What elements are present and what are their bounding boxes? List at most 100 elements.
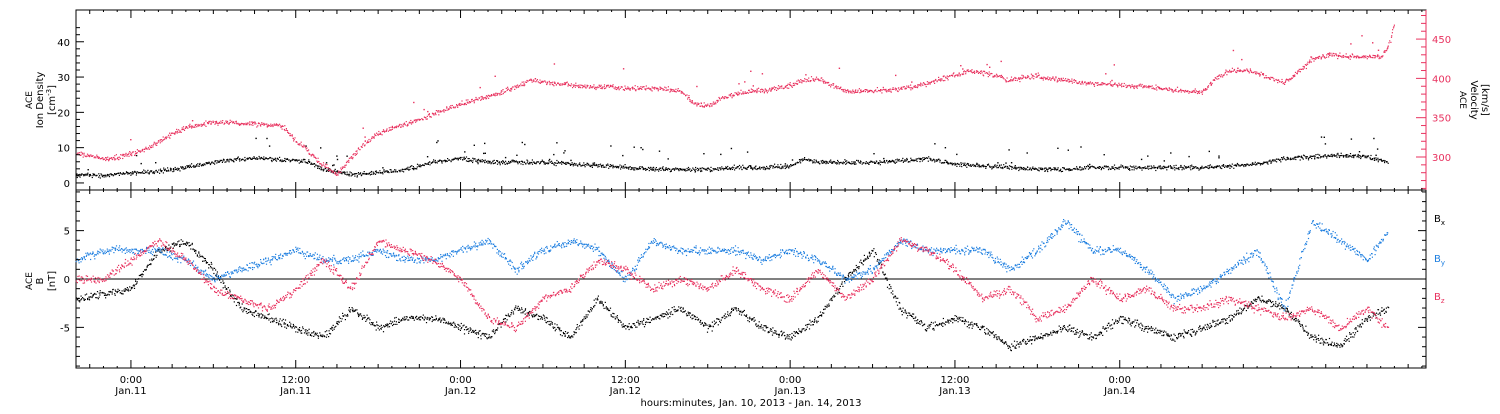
ion-density-series-point	[622, 167, 623, 168]
ion-density-series-point	[856, 160, 857, 161]
ion-density-series-point	[441, 161, 442, 162]
ion-density-series-point	[1084, 166, 1085, 167]
velocity-series-point	[1256, 73, 1257, 74]
velocity-series-point	[921, 84, 922, 85]
ion-density-series-point	[1283, 156, 1284, 157]
velocity-series-point	[355, 153, 356, 154]
ion-density-series-point	[1324, 137, 1325, 138]
ion-density-series-point	[1086, 166, 1087, 167]
ion-density-series-point	[1140, 167, 1141, 168]
ion-density-series-point	[1038, 167, 1039, 168]
ion-density-series-point	[99, 175, 100, 176]
ion-density-series-point	[383, 169, 384, 170]
ion-density-series-point	[1338, 154, 1339, 155]
velocity-series-point	[78, 152, 79, 153]
ion-density-series-point	[1218, 155, 1219, 156]
velocity-series-point	[102, 157, 103, 158]
velocity-series-point	[315, 158, 316, 159]
ion-density-series-point	[371, 171, 372, 172]
ion-density-series-point	[183, 167, 184, 168]
bx-series-point	[270, 318, 271, 319]
ion-density-series-point	[281, 161, 282, 162]
ion-density-series-point	[1203, 167, 1204, 168]
bx-series-point	[423, 315, 424, 316]
velocity-series-point	[598, 87, 599, 88]
velocity-series-point	[930, 84, 931, 85]
velocity-series-point	[940, 80, 941, 81]
velocity-series-point	[1204, 90, 1205, 91]
ion-density-series-point	[1178, 167, 1179, 168]
velocity-series-point	[678, 91, 679, 92]
velocity-series-point	[863, 90, 864, 91]
bx-series-point	[307, 330, 308, 331]
velocity-series-point	[1110, 81, 1111, 82]
velocity-series-point	[924, 83, 925, 84]
velocity-series-point	[1338, 56, 1339, 57]
bx-series-point	[235, 298, 236, 299]
velocity-series-point	[1011, 77, 1012, 78]
velocity-series-point	[582, 87, 583, 88]
ion-density-series-point	[613, 166, 614, 167]
velocity-series-point	[668, 86, 669, 87]
velocity-series-point	[981, 70, 982, 71]
ion-density-series-point	[1341, 155, 1342, 156]
ion-density-series-point	[1101, 169, 1102, 170]
velocity-series-point	[1120, 85, 1121, 86]
ion-density-series-point	[662, 168, 663, 169]
velocity-series-point	[249, 121, 250, 122]
bx-series-point	[144, 269, 145, 270]
ion-density-series-point	[209, 162, 210, 163]
velocity-series-point	[804, 78, 805, 79]
ion-density-series-point	[1123, 167, 1124, 168]
velocity-series-point	[328, 167, 329, 168]
velocity-series-point	[616, 87, 617, 88]
velocity-series-point	[729, 95, 730, 96]
ion-density-series-point	[1267, 162, 1268, 163]
velocity-series-point	[346, 165, 347, 166]
ion-density-series-point	[239, 160, 240, 161]
velocity-series-point	[1263, 74, 1264, 75]
velocity-series-point	[1031, 74, 1032, 75]
ion-density-series-point	[1223, 164, 1224, 165]
velocity-series-point	[1065, 78, 1066, 79]
velocity-series-point	[637, 86, 638, 87]
velocity-series-point	[1350, 55, 1351, 56]
velocity-series-point	[606, 86, 607, 87]
ion-density-series-point	[991, 166, 992, 167]
velocity-series-point	[901, 87, 902, 88]
velocity-series-point	[1377, 54, 1378, 55]
ion-density-series-point	[973, 164, 974, 165]
bx-series-point	[134, 288, 135, 289]
velocity-series-point	[1134, 88, 1135, 89]
ion-density-series-point	[131, 172, 132, 173]
ion-density-series-point	[801, 159, 802, 160]
velocity-series-point	[340, 172, 341, 173]
velocity-series-point	[787, 88, 788, 89]
bx-series-point	[356, 309, 357, 310]
velocity-series-point	[1295, 72, 1296, 73]
bx-series-point	[395, 324, 396, 325]
velocity-series-point	[129, 151, 130, 152]
velocity-series-point	[1241, 59, 1242, 60]
bx-series-point	[331, 328, 332, 329]
ion-density-series-point	[654, 170, 655, 171]
ion-density-series-point	[612, 165, 613, 166]
ion-density-series-point	[1164, 166, 1165, 167]
velocity-series-point	[1082, 82, 1083, 83]
ion-density-series-point	[590, 166, 591, 167]
velocity-series-point	[253, 122, 254, 123]
velocity-series-point	[843, 89, 844, 90]
velocity-series-point	[482, 97, 483, 98]
velocity-series-point	[193, 127, 194, 128]
velocity-series-point	[423, 109, 424, 110]
bx-series-point	[222, 279, 223, 280]
ion-density-series-point	[285, 161, 286, 162]
ion-density-series-point	[1347, 154, 1348, 155]
velocity-series-point	[179, 130, 180, 131]
bx-series-point	[123, 290, 124, 291]
velocity-series-point	[774, 86, 775, 87]
bx-series-point	[313, 332, 314, 333]
velocity-series-point	[1199, 93, 1200, 94]
ion-density-series-point	[667, 169, 668, 170]
velocity-series-point	[785, 87, 786, 88]
